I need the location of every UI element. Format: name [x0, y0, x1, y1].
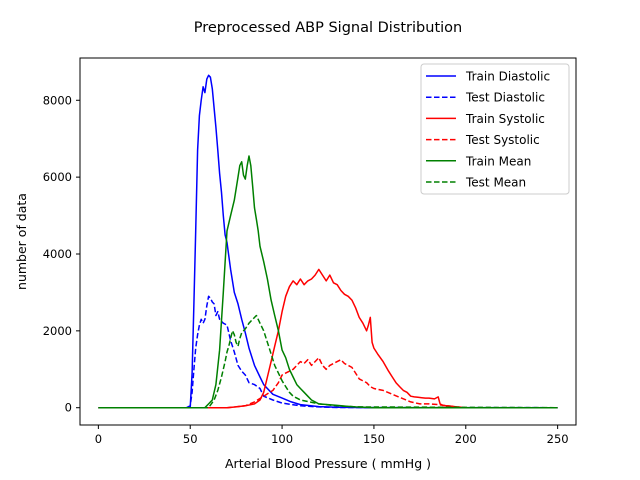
y-tick-label: 4000: [43, 247, 72, 261]
y-tick-label: 6000: [43, 170, 72, 184]
x-axis-label: Arterial Blood Pressure ( mmHg ): [225, 456, 431, 471]
x-tick-label: 50: [183, 432, 198, 446]
legend-label-5: Test Mean: [465, 176, 526, 190]
y-axis-ticks: 0 2000 4000 6000 8000: [43, 93, 80, 415]
legend-label-1: Test Diastolic: [465, 91, 545, 105]
legend-label-2: Train Systolic: [465, 112, 545, 126]
legend: Train Diastolic Test Diastolic Train Systo…: [420, 63, 570, 195]
x-tick-label: 200: [455, 432, 477, 446]
plot-lines: [98, 74, 558, 409]
chart-title: Preprocessed ABP Signal Distribution: [194, 20, 462, 36]
series-line-1: [98, 295, 558, 409]
legend-box: [420, 63, 570, 195]
plot-frame: [79, 57, 577, 426]
y-axis-label: number of data: [14, 193, 29, 290]
legend-label-3: Test Systolic: [465, 133, 540, 147]
series-line-4: [98, 155, 558, 409]
x-tick-label: 150: [363, 432, 385, 446]
y-tick-label: 2000: [43, 324, 72, 338]
legend-label-0: Train Diastolic: [465, 70, 550, 84]
series-line-3: [98, 356, 558, 409]
x-tick-label: 250: [547, 432, 569, 446]
legend-entries: Train Diastolic Test Diastolic Train Systo…: [426, 70, 550, 190]
series-line-5: [98, 314, 558, 409]
legend-label-4: Train Mean: [465, 154, 531, 168]
y-tick-label: 0: [65, 401, 72, 415]
x-tick-label: 100: [271, 432, 293, 446]
x-axis-ticks: 0 50 100 150 200 250: [95, 425, 569, 446]
x-tick-label: 0: [95, 432, 102, 446]
series-line-0: [98, 74, 558, 409]
y-tick-label: 8000: [43, 93, 72, 107]
